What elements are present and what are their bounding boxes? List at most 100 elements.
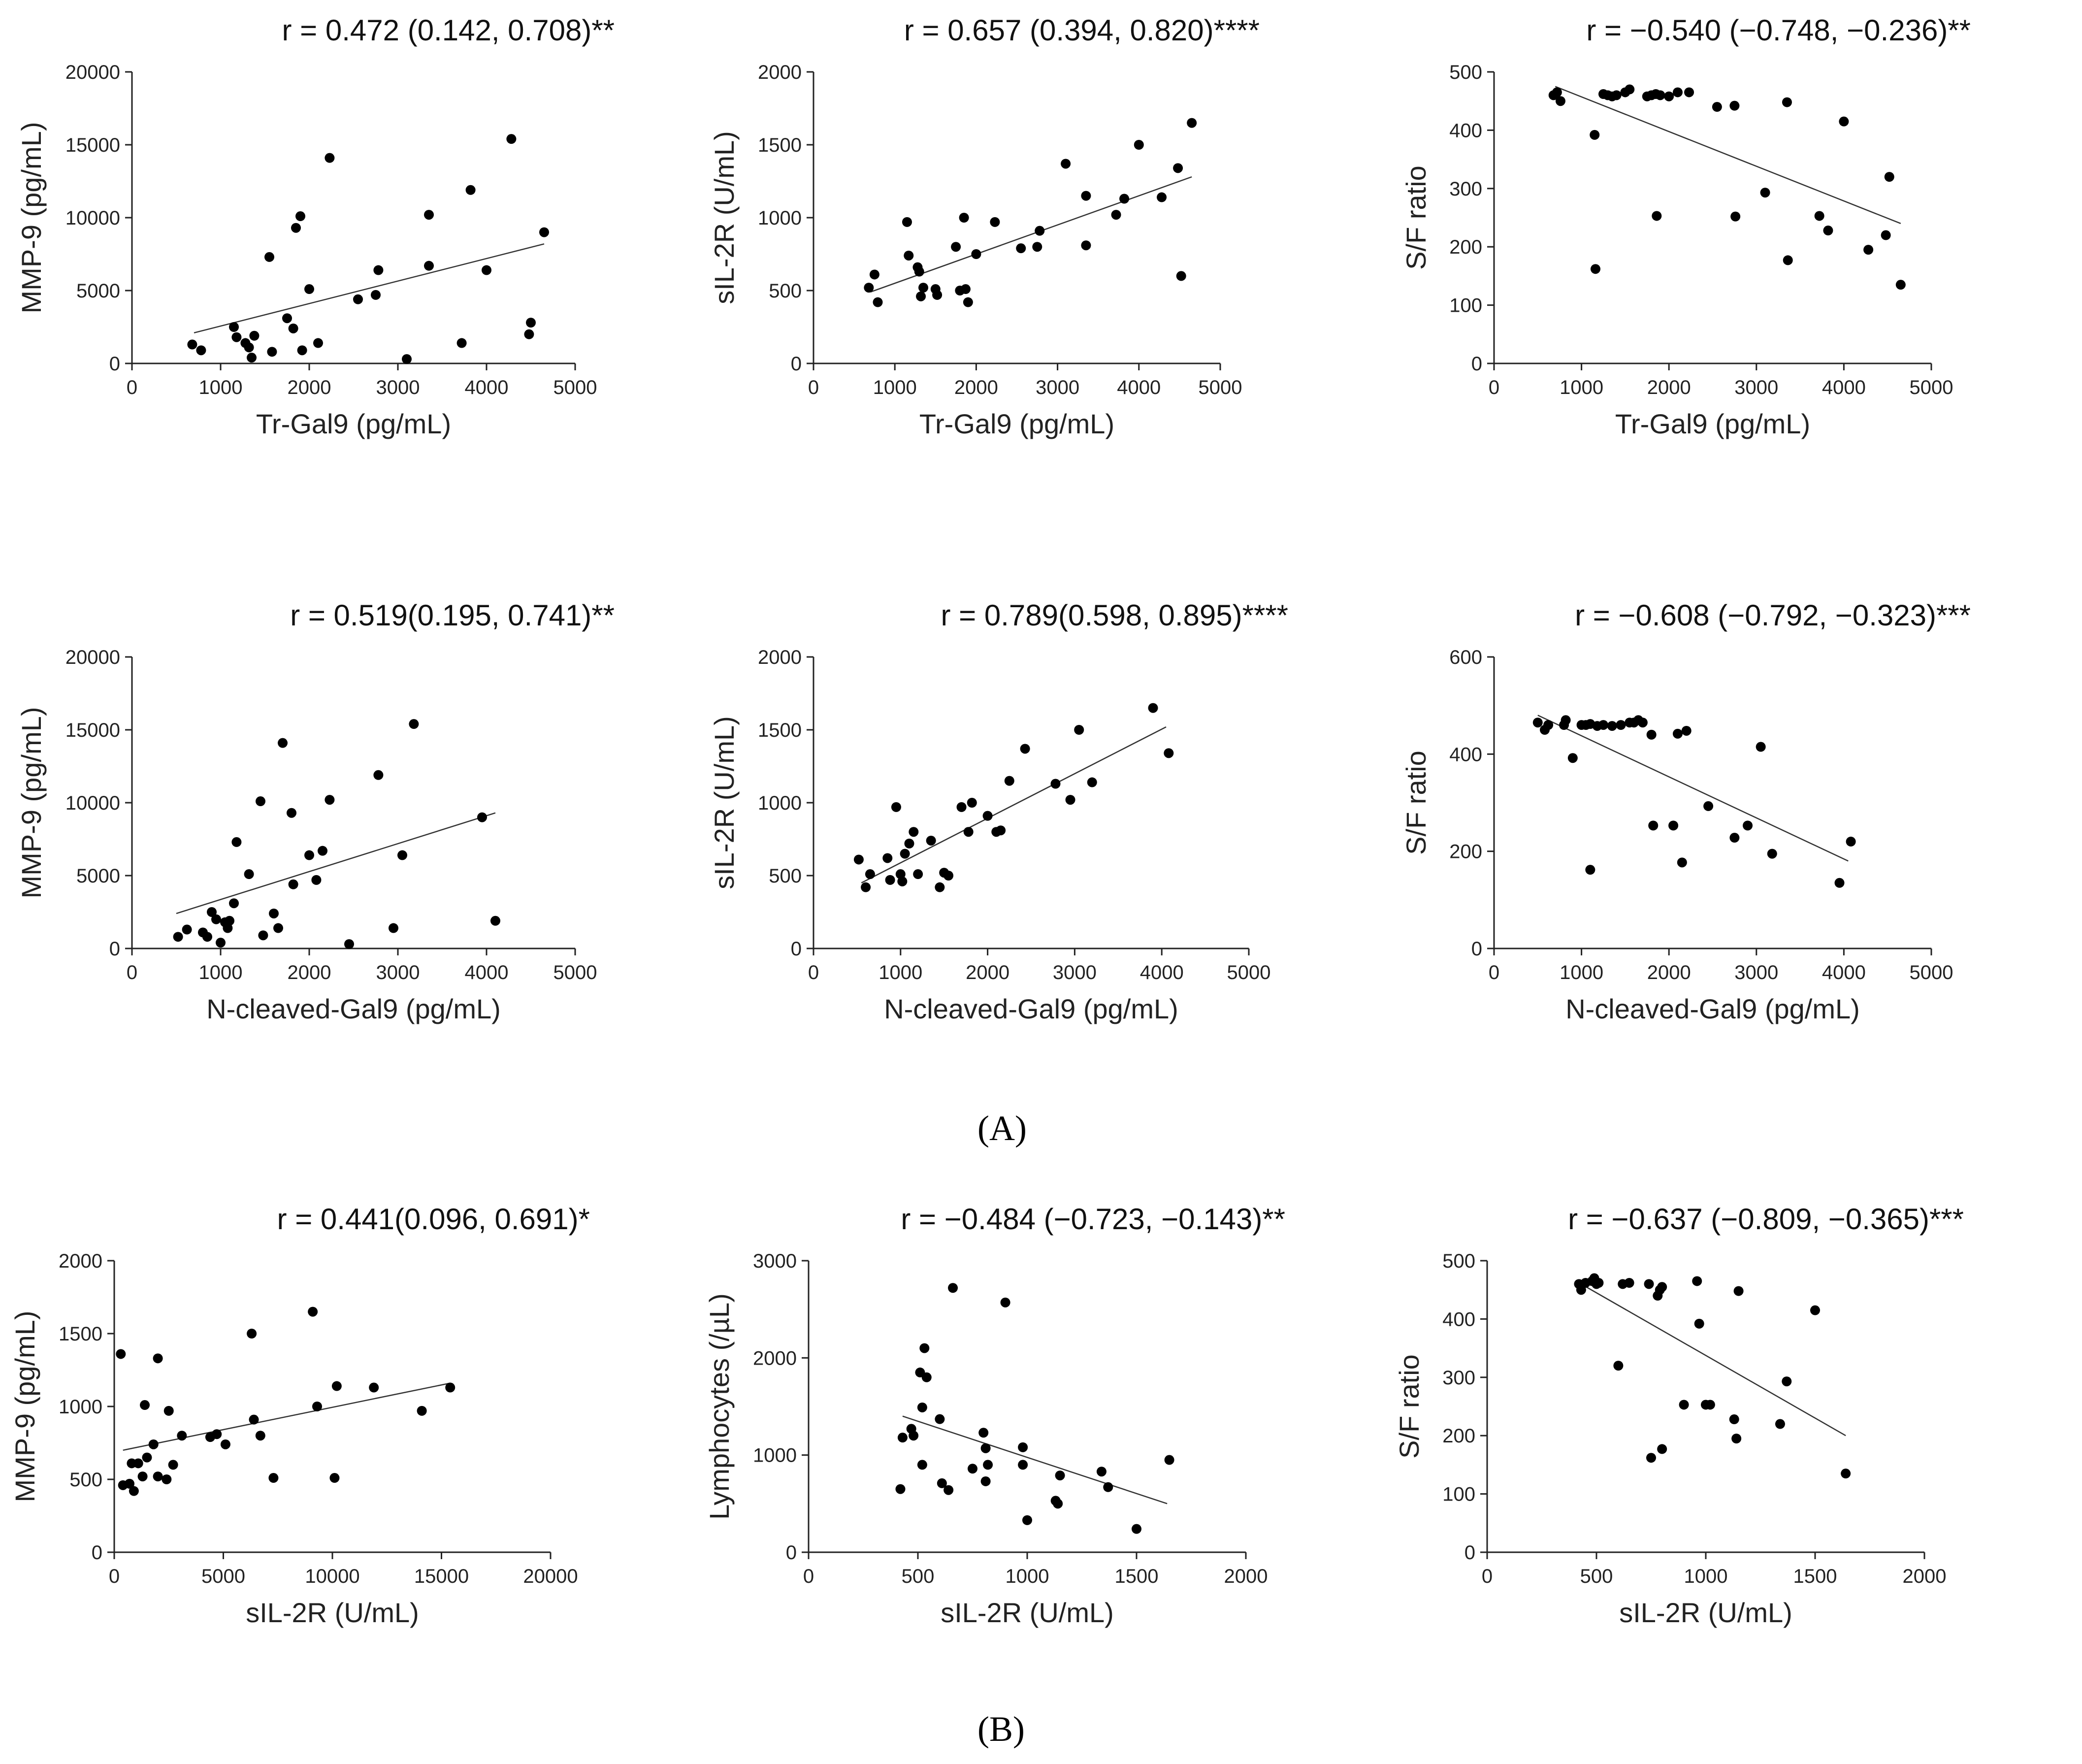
data-point <box>1895 280 1906 290</box>
data-point <box>304 284 314 294</box>
x-tick-label: 4000 <box>1822 962 1866 983</box>
data-point <box>935 882 945 892</box>
scatter-panel-b2: 0 500 1000 1500 2000 0 1000 2000 3000 sIL-2R (U/m… <box>704 1203 1285 1628</box>
data-point <box>1119 194 1130 204</box>
y-tick-label: 2000 <box>758 647 802 668</box>
data-point <box>869 269 879 280</box>
data-point <box>162 1474 172 1484</box>
x-tick-label: 0 <box>127 962 137 983</box>
data-point <box>1087 777 1097 787</box>
data-point <box>137 1471 148 1482</box>
y-tick-label: 300 <box>1449 178 1482 200</box>
y-axis-label: S/F ratio <box>1400 751 1431 855</box>
data-point <box>1679 1400 1689 1410</box>
data-point <box>1004 776 1014 786</box>
x-tick-label: 3000 <box>1734 962 1778 983</box>
data-point <box>177 1431 187 1441</box>
data-point <box>1729 833 1740 843</box>
chart-title: r = −0.637 (−0.809, −0.365)*** <box>1568 1203 1964 1236</box>
y-tick-label: 0 <box>109 938 120 960</box>
data-point <box>482 265 491 275</box>
data-point <box>1081 240 1091 251</box>
scatter-panel-a6: 0 1000 2000 3000 4000 5000 0 200 400 600 N-cleaved… <box>1400 599 1971 1024</box>
y-tick-label: 400 <box>1449 120 1482 141</box>
data-point <box>897 1433 908 1443</box>
y-tick-label: 2000 <box>59 1250 102 1272</box>
data-point <box>909 827 919 837</box>
data-point <box>963 297 973 307</box>
data-point <box>1018 1442 1028 1452</box>
data-point <box>1841 1469 1851 1479</box>
x-tick-label: 1000 <box>199 962 243 983</box>
x-tick-label: 5000 <box>1227 962 1271 983</box>
panel-label-b: (B) <box>977 1709 1025 1749</box>
x-axis-label: Tr-Gal9 (pg/mL) <box>919 408 1114 439</box>
regression-line <box>1537 715 1849 862</box>
y-tick-label: 0 <box>786 1542 797 1564</box>
y-tick-label: 15000 <box>65 134 120 156</box>
data-point <box>1613 1361 1624 1371</box>
data-point <box>490 915 500 926</box>
y-tick-label: 0 <box>109 353 120 375</box>
data-point <box>282 313 292 324</box>
data-point <box>268 1473 279 1483</box>
data-point <box>1881 230 1891 240</box>
y-tick-label: 5000 <box>76 865 120 887</box>
data-point <box>291 223 301 233</box>
y-tick-label: 100 <box>1449 295 1482 317</box>
data-point <box>873 297 883 307</box>
data-point <box>247 1329 257 1339</box>
data-point <box>249 330 260 341</box>
y-axis-label: Lymphocytes (/µL) <box>704 1293 735 1520</box>
data-point <box>1672 87 1683 98</box>
data-point <box>142 1452 152 1463</box>
data-point <box>1050 779 1061 789</box>
y-tick-label: 500 <box>769 280 802 302</box>
x-tick-label: 3000 <box>1036 377 1079 398</box>
data-point <box>1555 96 1565 106</box>
x-tick-label: 10000 <box>305 1566 359 1587</box>
data-point <box>1561 715 1571 725</box>
y-tick-label: 500 <box>1449 62 1482 83</box>
data-point <box>140 1400 150 1410</box>
data-point <box>904 250 914 261</box>
scatter-panel-a4: 0 1000 2000 3000 4000 5000 0 5000 10000 15000 2000… <box>16 599 615 1024</box>
x-axis-label: sIL-2R (U/mL) <box>941 1597 1114 1628</box>
data-point <box>304 850 314 860</box>
data-point <box>1607 721 1617 731</box>
y-tick-label: 200 <box>1449 236 1482 258</box>
data-point <box>308 1307 318 1317</box>
data-point <box>885 875 895 885</box>
data-point <box>1053 1499 1063 1509</box>
data-point <box>926 835 936 846</box>
data-point <box>255 1431 265 1441</box>
data-point <box>1657 1444 1667 1454</box>
data-point <box>853 854 864 865</box>
data-point <box>1164 748 1174 758</box>
data-point <box>1096 1467 1106 1477</box>
chart-title: r = 0.789(0.598, 0.895)**** <box>941 599 1289 632</box>
data-point <box>902 217 912 227</box>
data-point <box>1646 729 1657 740</box>
data-point <box>539 227 549 237</box>
y-axis-label: S/F ratio <box>1400 165 1431 270</box>
regression-line <box>902 1415 1168 1504</box>
chart-title: r = −0.540 (−0.748, −0.236)** <box>1586 14 1971 47</box>
data-point <box>897 876 908 886</box>
data-point <box>1705 1400 1715 1410</box>
data-point <box>287 808 296 818</box>
data-point <box>980 1443 991 1453</box>
data-point <box>344 939 354 949</box>
data-point <box>1625 84 1635 95</box>
x-tick-label: 5000 <box>1199 377 1242 398</box>
data-point <box>1767 849 1777 859</box>
data-point <box>1611 90 1622 100</box>
data-point <box>1668 820 1679 831</box>
data-point <box>369 1382 379 1393</box>
data-point <box>982 811 993 821</box>
x-tick-label: 2000 <box>1903 1566 1947 1587</box>
regression-line <box>1555 86 1901 225</box>
data-point <box>1637 718 1648 728</box>
y-tick-label: 200 <box>1442 1425 1475 1447</box>
x-tick-label: 1000 <box>878 962 922 983</box>
